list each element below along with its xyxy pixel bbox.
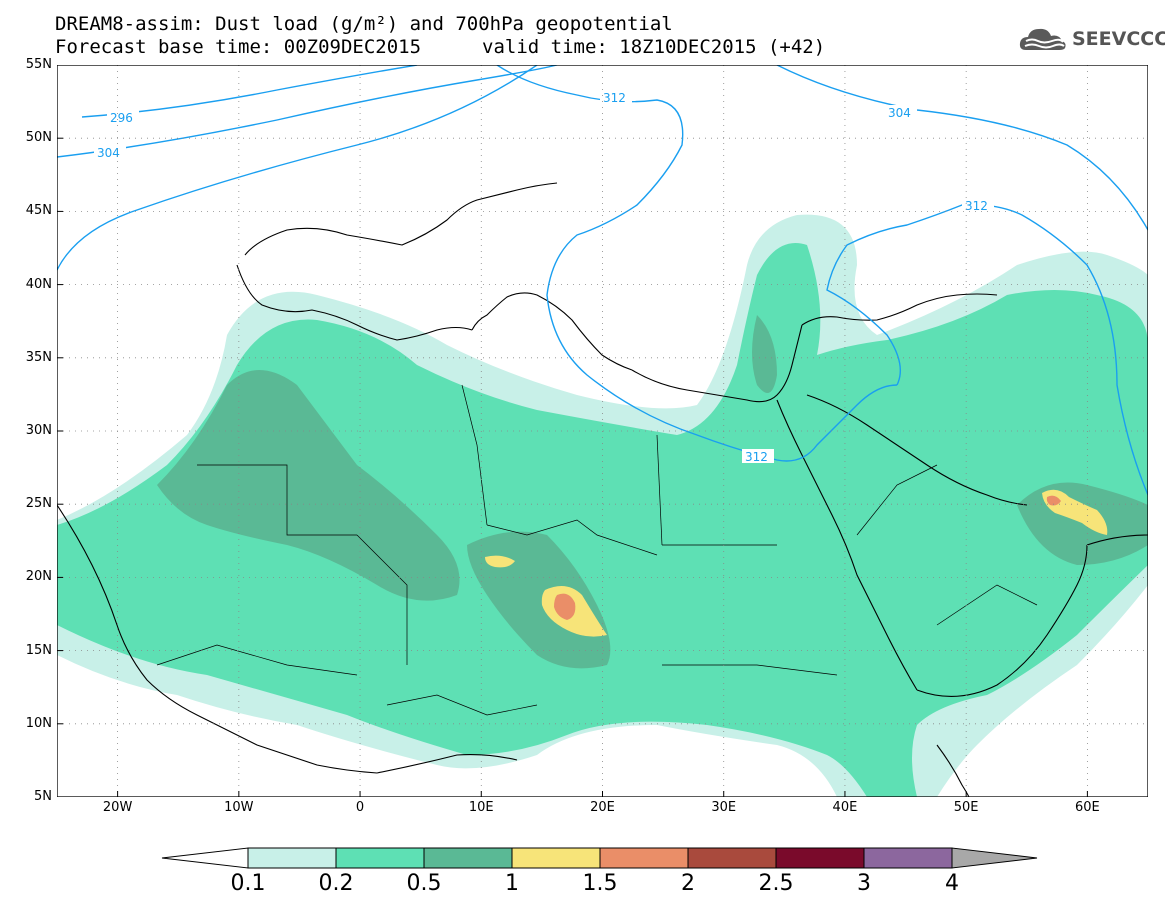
latitude-label: 45N — [25, 203, 52, 219]
dust-area-0-5-nubia — [752, 315, 777, 393]
contour-312-east — [826, 204, 1148, 496]
contour-304-west — [57, 65, 538, 271]
longitude-label: 10E — [468, 800, 494, 815]
colorbar-swatch — [775, 847, 865, 869]
colorbar-above-triangle — [951, 847, 1038, 869]
latitude-label: 30N — [25, 423, 52, 438]
longitude-label: 60E — [1074, 800, 1100, 815]
forecast-times: Forecast base time: 00Z09DEC2015 valid ti… — [55, 36, 825, 58]
seevccc-logo: SEEVCCC — [1018, 24, 1165, 54]
contour-label: 312 — [965, 199, 988, 213]
dust-area-1-5-oman — [1046, 495, 1061, 506]
contour-label: 304 — [97, 146, 120, 160]
logo-text: SEEVCCC — [1072, 28, 1165, 50]
colorbar-level-label: 1 — [505, 871, 519, 896]
longitude-label: 0 — [355, 800, 365, 815]
colorbar-level-label: 1.5 — [582, 871, 618, 896]
contour-304-east — [776, 65, 1148, 231]
dust-area-0-5-sahara — [157, 370, 460, 601]
colorbar-level-label: 3 — [857, 871, 871, 896]
colorbar-level-label: 0.2 — [318, 871, 354, 896]
valid-time: valid time: 18Z10DEC2015 (+42) — [482, 36, 826, 58]
contour-label: 312 — [603, 91, 626, 105]
longitude-label: 40E — [832, 800, 858, 815]
dust-area-1-0-tibesti — [485, 555, 515, 568]
graticule — [57, 65, 1148, 797]
longitude-label: 10W — [224, 800, 254, 815]
latitude-label: 5N — [34, 789, 52, 804]
country-borders — [156, 384, 1038, 716]
dust-map: 296 304 312 304 312 312 — [57, 65, 1148, 797]
contour-labels: 296 304 312 304 312 312 — [94, 90, 994, 464]
latitude-label: 40N — [25, 276, 52, 292]
latitude-label: 25N — [25, 496, 52, 512]
colorbar — [161, 847, 1038, 869]
colorbar-level-label: 0.5 — [406, 871, 442, 896]
colorbar-below-triangle — [161, 847, 249, 869]
cloud-icon — [1019, 28, 1066, 50]
colorbar-swatch — [863, 847, 953, 869]
axis-ticks — [57, 65, 1088, 797]
latitude-label: 50N — [25, 130, 52, 146]
contour-312 — [496, 65, 898, 462]
colorbar-swatch — [247, 847, 337, 869]
contour-label: 296 — [110, 111, 133, 125]
latitude-label: 10N — [25, 715, 52, 731]
longitude-label: 20E — [590, 800, 615, 815]
colorbar-swatch — [687, 847, 777, 869]
colorbar-swatch — [599, 847, 689, 869]
colorbar-swatch — [511, 847, 601, 869]
colorbar-level-label: 2.5 — [758, 871, 794, 896]
longitude-label: 20W — [102, 800, 133, 815]
colorbar-level-label: 2 — [681, 871, 695, 896]
colorbar-swatch — [335, 847, 425, 869]
longitude-label: 30E — [711, 800, 737, 815]
longitude-label: 50E — [953, 800, 979, 815]
dust-area-0-2 — [57, 243, 1148, 797]
contour-label: 312 — [745, 450, 768, 464]
geopotential-contours — [57, 65, 1148, 496]
coastlines — [57, 182, 1148, 797]
latitude-label: 35N — [25, 349, 52, 365]
colorbar-level-label: 0.1 — [230, 871, 266, 896]
base-time: Forecast base time: 00Z09DEC2015 — [55, 36, 422, 58]
latitude-label: 20N — [25, 569, 52, 585]
dust-area-1-5-chad — [554, 593, 576, 620]
latitude-label: 55N — [25, 57, 52, 72]
colorbar-swatch — [423, 847, 513, 869]
latitude-label: 15N — [25, 642, 52, 658]
colorbar-level-label: 4 — [945, 871, 959, 896]
contour-label: 304 — [888, 106, 911, 120]
chart-title: DREAM8-assim: Dust load (g/m²) and 700hP… — [55, 13, 673, 35]
